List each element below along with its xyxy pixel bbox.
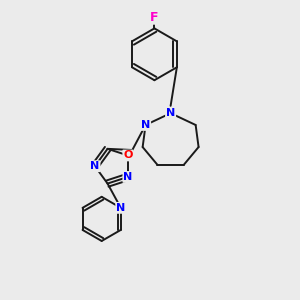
Text: O: O	[123, 151, 133, 160]
Text: N: N	[123, 172, 133, 182]
Text: N: N	[166, 108, 175, 118]
Text: N: N	[116, 203, 125, 213]
Text: N: N	[141, 120, 150, 130]
Text: N: N	[90, 161, 100, 171]
Text: F: F	[150, 11, 159, 24]
